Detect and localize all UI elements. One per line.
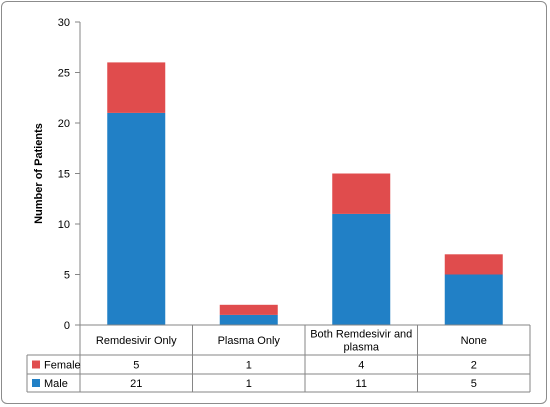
bar-male xyxy=(107,112,166,326)
legend-swatch-female xyxy=(32,360,40,369)
y-tick-label: 25 xyxy=(58,68,70,80)
y-tick-label: 15 xyxy=(58,169,70,181)
y-tick-label: 20 xyxy=(58,118,70,130)
bar-female xyxy=(332,173,391,214)
legend-swatch-male xyxy=(32,379,40,387)
data-label-male: 21 xyxy=(130,378,142,390)
category-label: plasma xyxy=(344,342,380,354)
data-label-male: 1 xyxy=(246,378,252,390)
bar-female xyxy=(219,304,278,315)
bar-female xyxy=(107,62,166,113)
bar-male xyxy=(332,213,391,325)
data-label-female: 1 xyxy=(246,360,252,372)
y-tick-label: 5 xyxy=(64,270,70,282)
y-tick-label: 0 xyxy=(64,320,70,332)
category-label: Plasma Only xyxy=(218,335,281,347)
bar-male xyxy=(444,274,503,325)
data-label-female: 4 xyxy=(358,360,364,372)
y-tick-label: 10 xyxy=(58,219,70,231)
data-label-male: 11 xyxy=(356,378,367,390)
category-label: Remdesivir Only xyxy=(96,335,177,347)
data-label-female: 5 xyxy=(133,360,139,372)
legend-label-female: Female xyxy=(44,360,81,372)
bar-female xyxy=(444,254,503,275)
data-label-female: 2 xyxy=(471,360,477,372)
y-axis-title: Number of Patients xyxy=(33,123,45,224)
y-tick-label: 30 xyxy=(58,17,70,29)
category-label: Both Remdesivir and xyxy=(310,329,412,341)
category-label: None xyxy=(461,335,487,347)
bar-male xyxy=(219,314,278,325)
legend-label-male: Male xyxy=(44,378,68,390)
data-label-male: 5 xyxy=(471,378,477,390)
